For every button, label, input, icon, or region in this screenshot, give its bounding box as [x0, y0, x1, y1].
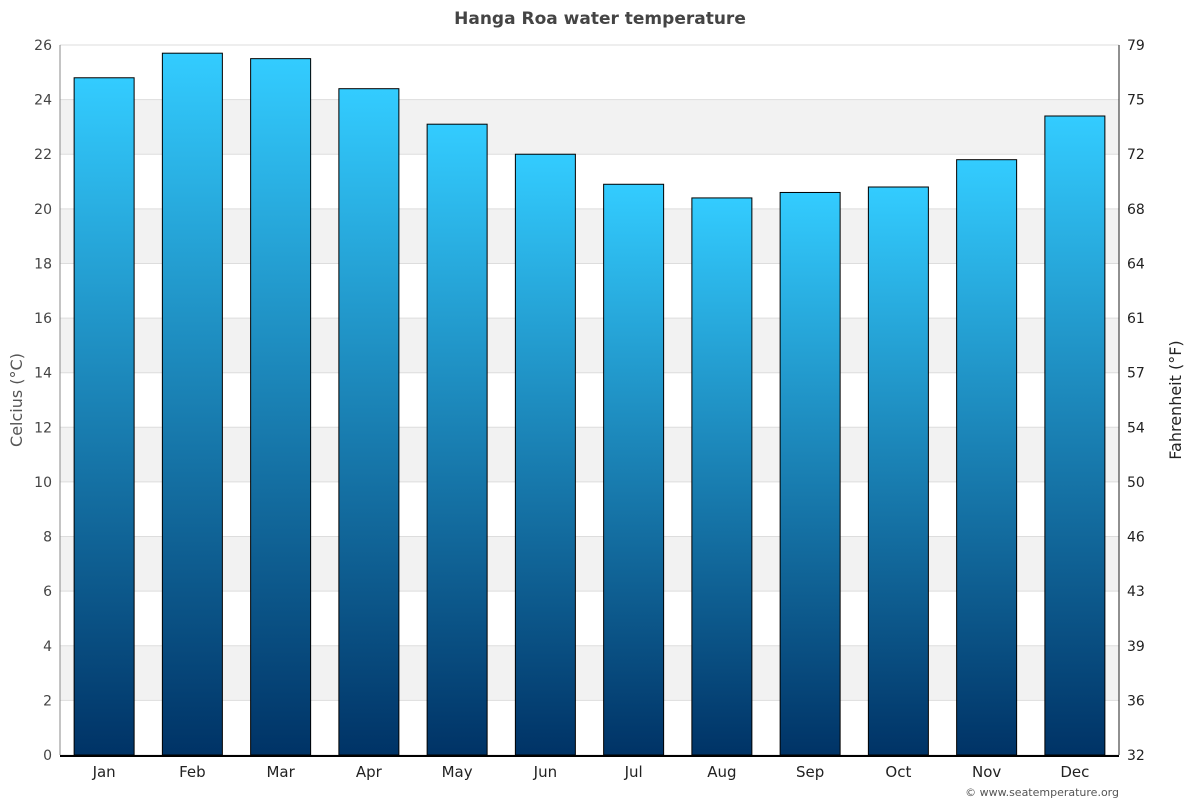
y-tick-label: 14 [34, 366, 52, 382]
y-tick-label: 24 [34, 93, 52, 109]
y2-tick-label: 64 [1127, 256, 1145, 272]
x-tick-label: Aug [707, 763, 736, 781]
x-tick-label: Jul [624, 763, 643, 781]
y2-tick-label: 32 [1127, 748, 1145, 764]
x-tick-label: Dec [1060, 763, 1089, 781]
grid-band [60, 427, 1119, 482]
y2-tick-label: 46 [1127, 530, 1145, 546]
grid-band [60, 536, 1119, 592]
y-tick-label: 4 [43, 639, 52, 655]
x-tick-label: Jan [92, 763, 116, 781]
y2-axis-label: Fahrenheit (°F) [1166, 340, 1185, 459]
grid-band [60, 208, 1119, 264]
y-tick-label: 18 [34, 256, 52, 272]
bar-mar [250, 58, 312, 756]
bar-aug [691, 197, 753, 756]
bar-jan [73, 77, 135, 756]
y-tick-label: 0 [43, 748, 52, 764]
y2-tick-label: 57 [1127, 366, 1145, 382]
bar-apr [338, 88, 400, 756]
y2-tick-label: 50 [1127, 475, 1145, 491]
y-tick-label: 6 [43, 584, 52, 600]
x-tick-label: Apr [356, 763, 383, 781]
grid-band [60, 645, 1119, 701]
y2-tick-label: 61 [1127, 311, 1145, 327]
y2-tick-label: 72 [1127, 147, 1145, 163]
x-tick-label: May [442, 763, 473, 781]
bar-may [426, 123, 488, 756]
x-tick-label: Jun [533, 763, 557, 781]
x-tick-label: Oct [885, 763, 911, 781]
grid-band [60, 99, 1119, 155]
bar-jul [603, 183, 665, 756]
y-tick-label: 20 [34, 202, 52, 218]
y-tick-label: 12 [34, 420, 52, 436]
x-tick-label: Feb [179, 763, 206, 781]
chart-title: Hanga Roa water temperature [454, 9, 746, 29]
y2-tick-label: 36 [1127, 693, 1145, 709]
y-tick-label: 16 [34, 311, 52, 327]
bar-dec [1044, 115, 1106, 756]
y2-tick-label: 54 [1127, 420, 1145, 436]
y2-tick-label: 39 [1127, 639, 1145, 655]
bar-nov [956, 159, 1018, 756]
y-tick-label: 26 [34, 38, 52, 54]
y2-tick-label: 43 [1127, 584, 1145, 600]
credit-text: © www.seatemperature.org [965, 786, 1119, 799]
y2-tick-label: 68 [1127, 202, 1145, 218]
y-tick-label: 2 [43, 693, 52, 709]
y-tick-label: 10 [34, 475, 52, 491]
y-axis-label: Celcius (°C) [7, 353, 26, 447]
grid-band [60, 318, 1119, 373]
y-tick-label: 8 [43, 530, 52, 546]
x-tick-label: Sep [796, 763, 824, 781]
bar-oct [867, 186, 929, 756]
x-tick-label: Nov [972, 763, 1001, 781]
x-tick-label: Mar [266, 763, 295, 781]
bar-jun [514, 153, 576, 756]
y2-tick-label: 79 [1127, 38, 1145, 54]
bar-feb [161, 52, 223, 756]
y2-tick-label: 75 [1127, 93, 1145, 109]
y-tick-label: 22 [34, 147, 52, 163]
bar-sep [779, 191, 841, 756]
